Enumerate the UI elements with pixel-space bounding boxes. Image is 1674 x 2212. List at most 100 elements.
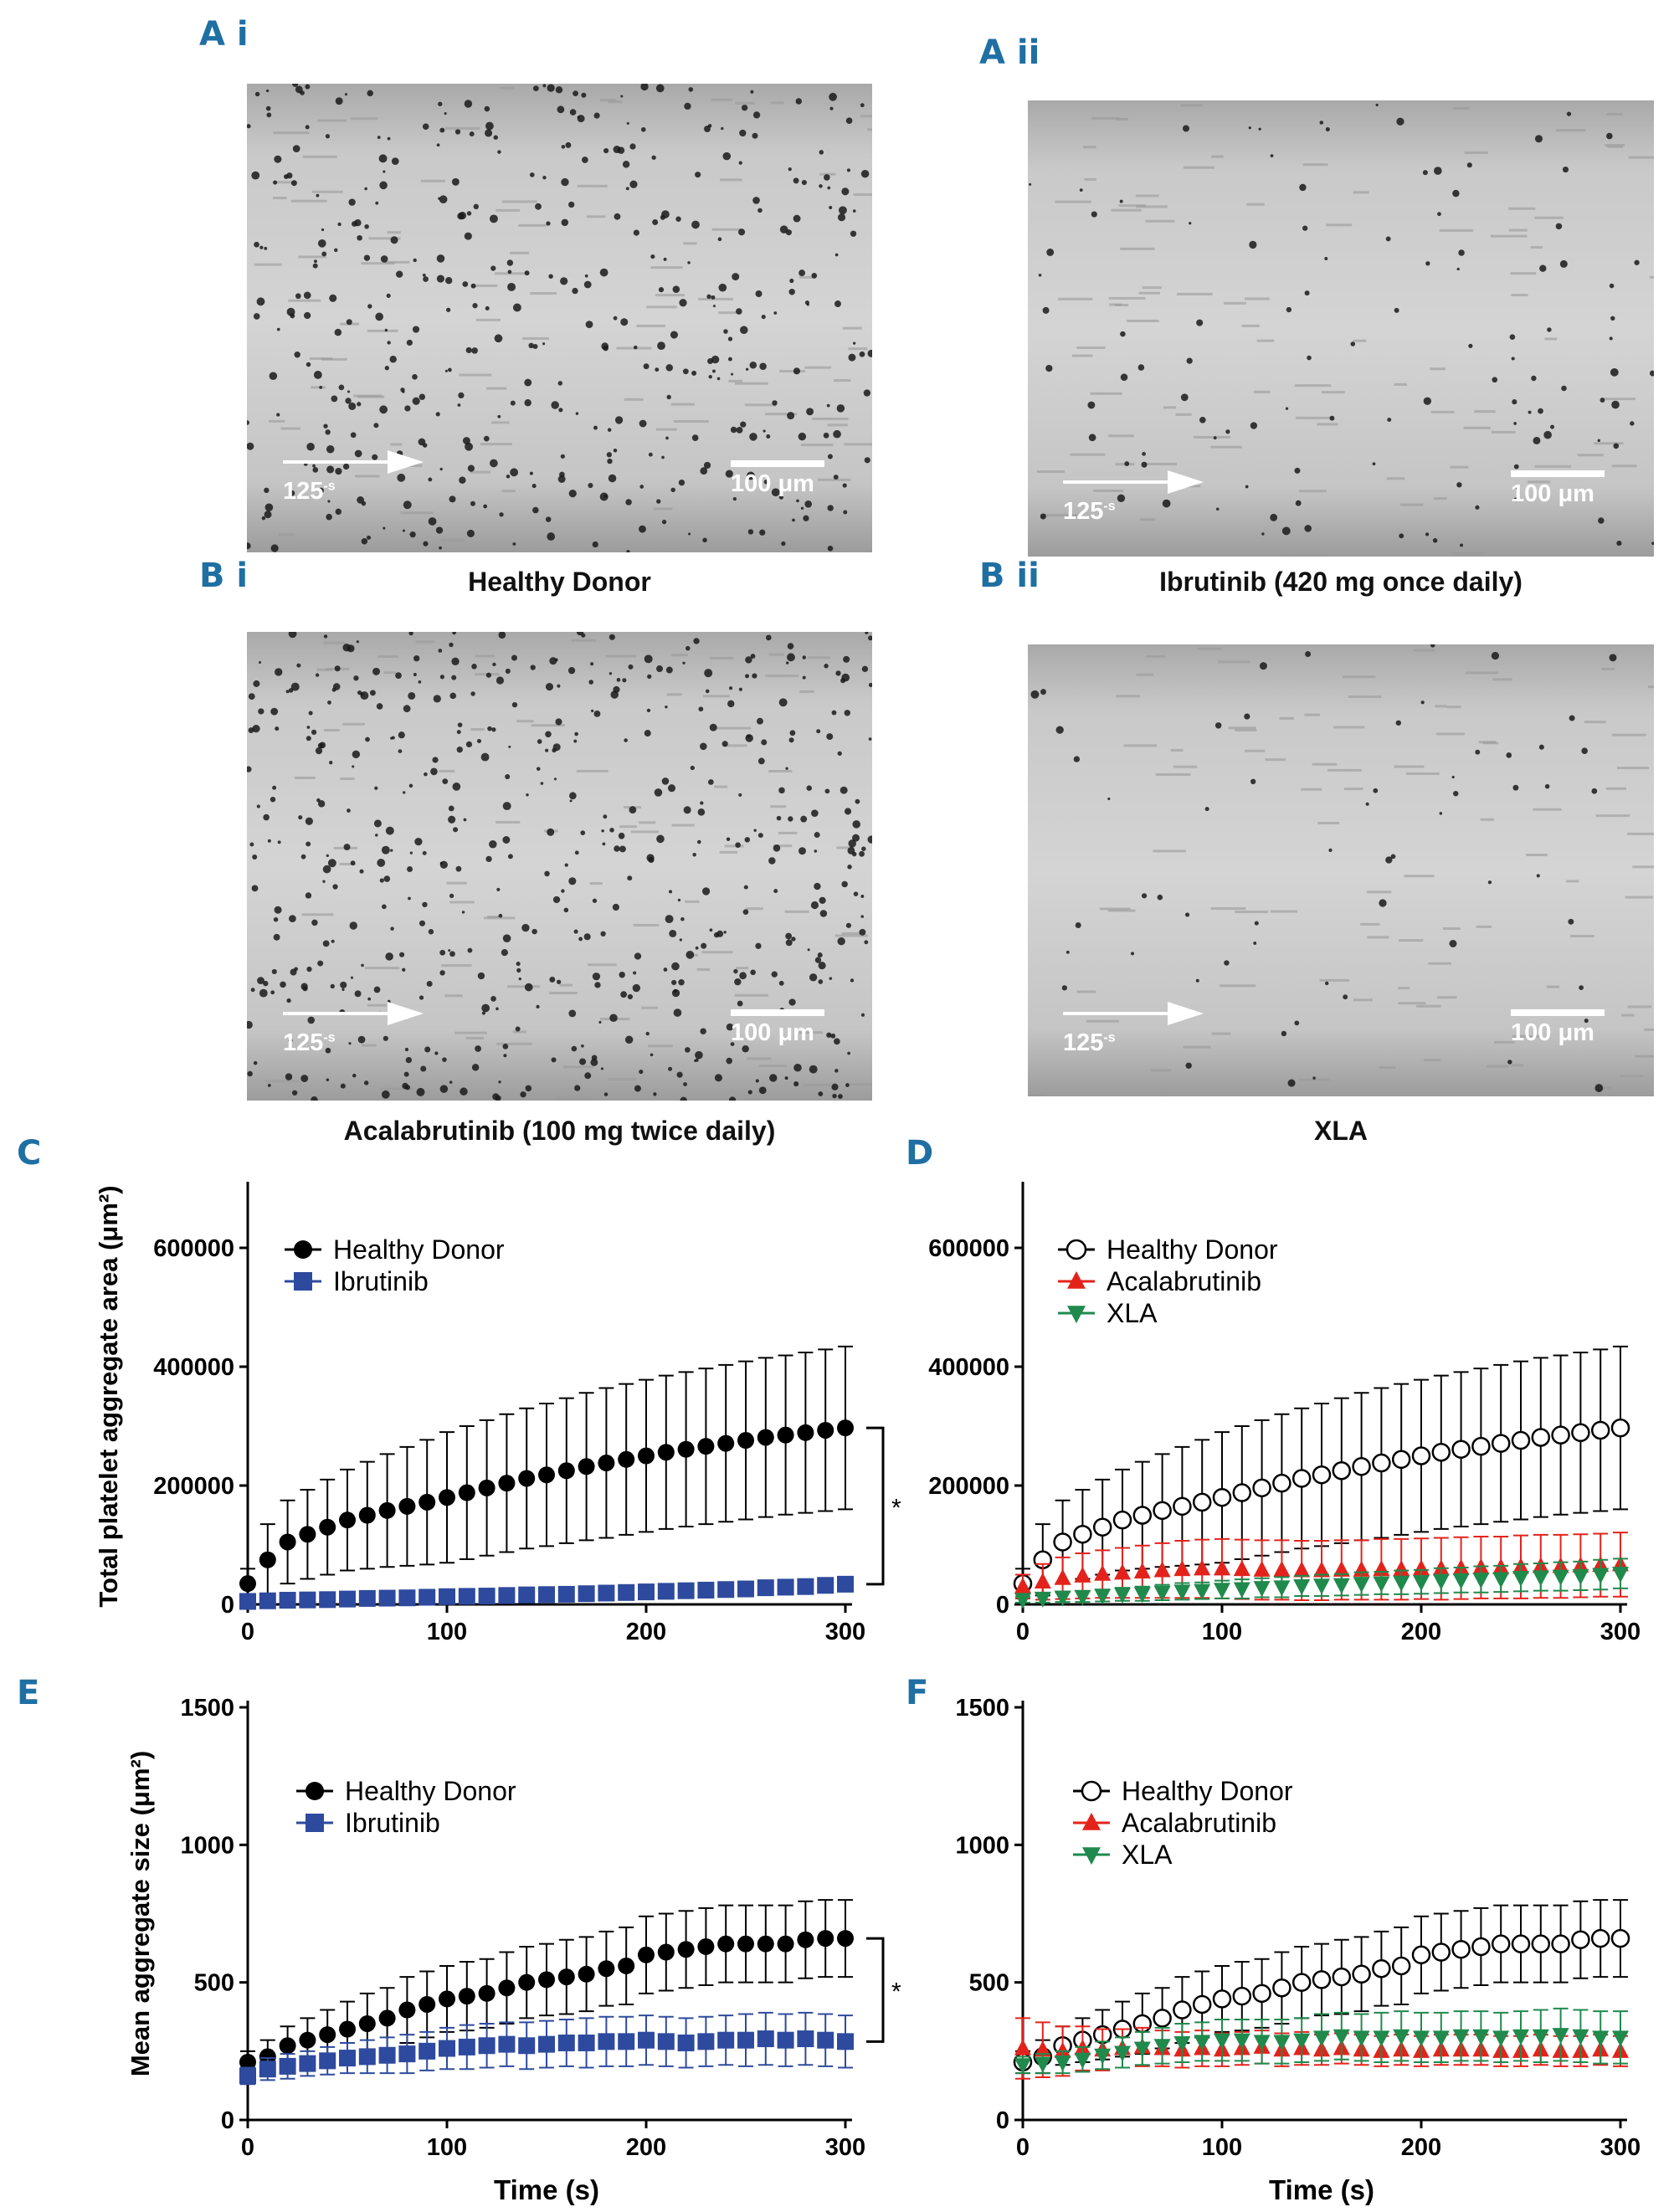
data-point: [1214, 1583, 1230, 1599]
arrow-right-icon: [1063, 470, 1204, 494]
legend-marker: [1082, 1812, 1101, 1830]
data-point: [378, 1501, 396, 1519]
data-point: [1393, 1560, 1410, 1577]
data-point: [1532, 2029, 1549, 2045]
data-point: [1173, 2000, 1192, 2020]
data-point: [1212, 1989, 1232, 2009]
data-point: [638, 2031, 655, 2049]
data-point: [239, 2067, 256, 2085]
data-point: [518, 1973, 536, 1991]
data-point: [1532, 1570, 1549, 1587]
data-point: [1214, 2033, 1230, 2050]
series-healthy-donor: [239, 1345, 854, 1599]
data-point: [557, 2034, 575, 2051]
data-point: [757, 1579, 774, 1597]
scale-bar-ai: 100 μm: [731, 460, 831, 498]
arrow-right-icon: [283, 1002, 424, 1025]
legend-marker: [1082, 1847, 1101, 1866]
data-point: [1153, 1585, 1171, 1602]
x-tick-label: 0: [1016, 2134, 1030, 2161]
y-tick-label: 500: [194, 1970, 234, 1997]
data-point: [1252, 1478, 1271, 1498]
data-point: [1333, 2029, 1350, 2045]
data-point: [1372, 1958, 1391, 1978]
legend-marker: [1067, 1306, 1086, 1324]
bracket-line: [866, 1426, 885, 1586]
data-point: [1293, 1561, 1311, 1578]
data-point: [418, 1995, 436, 2013]
bracket-line: [866, 1937, 885, 2043]
data-point: [618, 1450, 635, 1468]
data-point: [279, 2037, 296, 2055]
data-point: [1393, 1575, 1410, 1592]
data-point: [1153, 2039, 1171, 2055]
chart-d-total-area: 0 200000 400000 600000 0 100 200 300 Healthy Don…: [928, 1182, 1641, 1645]
data-point: [1034, 2056, 1051, 2073]
data-point: [1291, 1469, 1312, 1488]
legend-marker: [294, 1240, 312, 1259]
data-point: [598, 1455, 615, 1472]
data-point: [1194, 1559, 1211, 1576]
data-point: [458, 1988, 475, 2005]
data-point: [319, 1591, 336, 1609]
data-point: [1590, 1420, 1610, 1440]
data-point: [378, 2009, 396, 2027]
legend-label: Healthy Donor: [333, 1234, 505, 1265]
x-tick-label: 300: [1600, 1619, 1641, 1645]
data-point: [578, 2034, 595, 2051]
data-point: [837, 1419, 854, 1437]
data-point: [339, 2050, 356, 2067]
data-point: [1333, 1578, 1350, 1594]
data-point: [1572, 1568, 1589, 1585]
x-tick-label: 100: [427, 1619, 467, 1645]
data-point: [1333, 1560, 1350, 1577]
data-point: [418, 2042, 436, 2060]
data-point: [1353, 2030, 1370, 2047]
data-point: [677, 1941, 695, 1958]
data-point: [1194, 2035, 1211, 2051]
axes: 0 200000 400000 600000 0 100 200 300: [928, 1182, 1641, 1645]
data-point: [538, 2035, 555, 2053]
shear-arrow-bii: 125-s: [1063, 1000, 1205, 1067]
data-point: [1233, 1560, 1250, 1577]
data-point: [837, 1575, 854, 1593]
data-point: [1531, 1934, 1551, 1953]
data-point: [1472, 2029, 1490, 2045]
data-point: [677, 1440, 695, 1458]
data-point: [1173, 1496, 1192, 1517]
panel-letter-e: E: [17, 1674, 40, 1712]
x-tick-label: 300: [825, 2134, 865, 2161]
data-point: [339, 1590, 356, 1608]
data-point: [439, 1990, 455, 2008]
micrograph-healthy-donor: [247, 84, 872, 552]
x-axis-label: Time (s): [494, 2174, 599, 2205]
data-point: [1313, 1578, 1330, 1595]
data-point: [1413, 2030, 1430, 2047]
data-point: [1133, 2041, 1151, 2058]
legend-label: Ibrutinib: [345, 1808, 440, 1838]
data-point: [1034, 2040, 1051, 2057]
data-point: [1452, 1573, 1470, 1589]
data-point: [657, 2033, 675, 2050]
scale-bar-bii: 100 μm: [1511, 1009, 1611, 1047]
data-point: [1253, 2035, 1271, 2051]
data-point: [657, 1943, 675, 1961]
data-point: [1413, 1559, 1430, 1576]
data-point: [1491, 1434, 1511, 1453]
data-point: [1313, 2030, 1330, 2047]
data-point: [299, 1526, 316, 1543]
data-point: [1552, 1569, 1569, 1586]
data-point: [1253, 1581, 1271, 1598]
x-tick-label: 200: [1401, 2134, 1441, 2161]
panel-letter-bi: B i: [199, 557, 249, 595]
data-point: [1112, 1510, 1132, 1530]
data-point: [1272, 1473, 1291, 1493]
data-point: [1391, 1956, 1411, 1976]
chart-e-mean-size: 0 500 1000 1500 0 100 200 300 Mean aggregate siz…: [126, 1695, 901, 2205]
legend-marker: [294, 1272, 312, 1291]
y-tick-label: 1000: [180, 1832, 234, 1859]
data-point: [1571, 1423, 1590, 1443]
data-point: [1551, 1425, 1570, 1445]
data-point: [538, 1971, 555, 1989]
